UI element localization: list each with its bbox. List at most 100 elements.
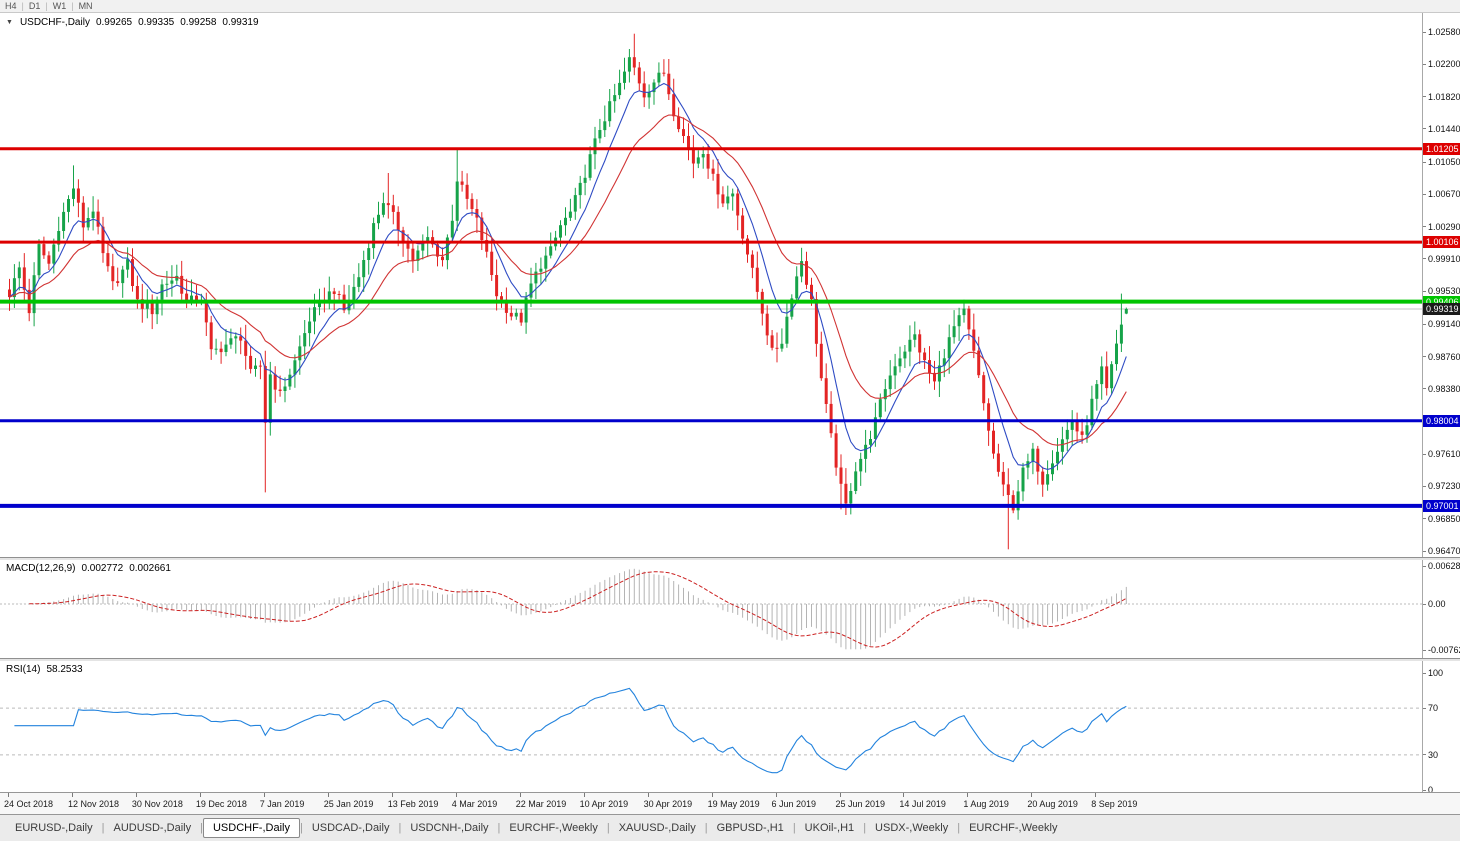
chart-tab[interactable]: EURCHF-,Weekly	[969, 822, 1058, 834]
date-tick-label: 7 Jan 2019	[259, 799, 305, 809]
date-tick-mark	[775, 793, 777, 797]
ohlc-close-value: 0.99319	[222, 17, 259, 28]
rsi-header: RSI(14) 58.2533	[6, 664, 83, 675]
toolbar-separator: |	[21, 1, 24, 11]
chart-tab[interactable]: USDCNH-,Daily	[410, 822, 489, 834]
chart-tab[interactable]: XAUUSD-,Daily	[618, 822, 696, 834]
chart-tab[interactable]: USDCHF-,Daily	[202, 818, 300, 838]
chart-tab-bar: EURUSD-,Daily | AUDUSD-,Daily | USDCHF-,Dail…	[0, 814, 1460, 841]
date-tick-mark	[839, 793, 841, 797]
macd-panel-canvas[interactable]	[0, 560, 1422, 658]
candles	[8, 33, 1128, 550]
date-tick-label: 30 Nov 2018	[131, 799, 183, 809]
timeframe-button-w1[interactable]: W1	[52, 1, 67, 11]
chart-tab[interactable]: USDCAD-,Daily	[311, 822, 390, 834]
price-tick-label: 0.97230	[1428, 481, 1460, 492]
level-price-badge: 0.98004	[1423, 414, 1460, 427]
date-tick-label: 30 Apr 2019	[643, 799, 693, 809]
date-tick-label: 10 Apr 2019	[579, 799, 629, 809]
price-chart-canvas[interactable]	[0, 13, 1422, 557]
macd-label: MACD(12,26,9)	[6, 563, 76, 574]
tab-separator: |	[957, 822, 961, 834]
collapse-arrow-icon[interactable]: ▼	[6, 19, 13, 26]
chart-tab[interactable]: EURUSD-,Daily	[15, 822, 93, 834]
axis-tick-mark	[1423, 485, 1426, 487]
macd-axis-label: 0.006286	[1428, 561, 1460, 571]
date-tick-label: 13 Feb 2019	[387, 799, 439, 809]
date-tick-label: 25 Jun 2019	[835, 799, 886, 809]
timeframe-button-d1[interactable]: D1	[28, 1, 41, 11]
price-tick-label: 0.99910	[1428, 253, 1460, 264]
rsi-axis-label: 70	[1428, 703, 1439, 714]
date-tick-mark	[455, 793, 457, 797]
date-tick-mark	[72, 793, 73, 797]
time-axis[interactable]: 24 Oct 2018 12 Nov 2018 30 Nov 2018 19 Dec …	[0, 792, 1460, 814]
tab-separator: |	[398, 822, 402, 834]
rsi-line	[14, 687, 1127, 774]
date-tick-label: 20 Aug 2019	[1027, 799, 1078, 809]
chart-tab[interactable]: EURCHF-,Weekly	[509, 822, 598, 834]
axis-tick-mark	[1423, 356, 1426, 357]
macd-axis-label: -0.00762	[1428, 645, 1460, 655]
date-tick-mark	[647, 793, 649, 797]
date-tick-mark	[1031, 793, 1033, 797]
axis-tick-mark	[1423, 96, 1426, 98]
date-tick-label: 19 Dec 2018	[195, 799, 247, 809]
chart-tab[interactable]: AUDUSD-,Daily	[113, 822, 192, 834]
date-tick-label: 24 Oct 2018	[4, 799, 54, 809]
level-price-badge: 1.01205	[1423, 142, 1460, 155]
chart-tab[interactable]: GBPUSD-,H1	[716, 822, 784, 834]
date-tick-label: 25 Jan 2019	[323, 799, 374, 809]
axis-tick-mark	[1423, 388, 1426, 390]
macd-axis-label: 0.00	[1428, 599, 1446, 609]
tab-separator: |	[299, 822, 303, 834]
chart-tab[interactable]: UKOil-,H1	[804, 822, 855, 834]
toolbar-separator: |	[71, 1, 74, 11]
rsi-panel-canvas[interactable]	[0, 661, 1422, 792]
axis-tick-mark	[1423, 161, 1426, 163]
date-tick-mark	[199, 793, 201, 797]
chart-symbol-header: ▼ USDCHF-,Daily 0.99265 0.99335 0.99258 …	[6, 17, 259, 28]
price-tick-label: 1.01440	[1428, 123, 1460, 134]
panel-separator[interactable]	[0, 658, 1460, 661]
price-axis[interactable]: 1.02580 1.02200 1.01820 1.01440 1.01050 1.006…	[1422, 13, 1460, 795]
axis-tick-mark	[1423, 565, 1426, 567]
date-tick-mark	[903, 793, 905, 797]
axis-tick-mark	[1423, 128, 1426, 130]
axis-tick-mark	[1423, 226, 1426, 227]
panel-separator[interactable]	[0, 557, 1460, 560]
price-tick-label: 1.00670	[1428, 189, 1460, 200]
price-tick-label: 0.96850	[1428, 513, 1460, 524]
tab-separator: |	[200, 822, 203, 834]
price-tick-label: 0.98380	[1428, 383, 1460, 394]
timeframe-toolbar: H4 | D1 | W1 | MN	[0, 0, 1460, 13]
date-tick-label: 12 Nov 2018	[68, 799, 120, 809]
ohlc-open-value: 0.99265	[95, 17, 133, 28]
axis-tick-mark	[1423, 649, 1426, 651]
price-tick-label: 1.02200	[1428, 59, 1460, 70]
date-tick-mark	[1095, 793, 1097, 797]
price-tick-label: 1.01050	[1428, 157, 1460, 167]
axis-tick-mark	[1423, 789, 1426, 791]
macd-signal-line	[29, 571, 1127, 648]
price-tick-label: 1.00290	[1428, 221, 1460, 232]
axis-tick-mark	[1423, 518, 1426, 520]
axis-tick-mark	[1423, 754, 1426, 756]
price-tick-label: 1.02580	[1428, 27, 1460, 37]
date-tick-label: 8 Sep 2019	[1091, 799, 1138, 809]
timeframe-button-mn[interactable]: MN	[78, 1, 93, 11]
date-tick-mark	[327, 793, 329, 797]
date-tick-label: 1 Aug 2019	[963, 799, 1009, 809]
axis-tick-mark	[1423, 290, 1426, 292]
timeframe-button-h4[interactable]: H4	[5, 1, 17, 11]
price-tick-label: 1.01820	[1428, 91, 1460, 102]
axis-tick-mark	[1423, 193, 1426, 195]
chart-tab[interactable]: USDX-,Weekly	[875, 822, 949, 834]
chart-symbol-label: USDCHF-,Daily	[19, 17, 90, 28]
date-tick-mark	[967, 793, 969, 797]
current-price-badge: 0.99319	[1423, 303, 1460, 315]
price-tick-label: 0.98760	[1428, 351, 1460, 362]
price-tick-label: 0.99530	[1428, 286, 1460, 297]
rsi-axis-label: 100	[1428, 668, 1444, 678]
